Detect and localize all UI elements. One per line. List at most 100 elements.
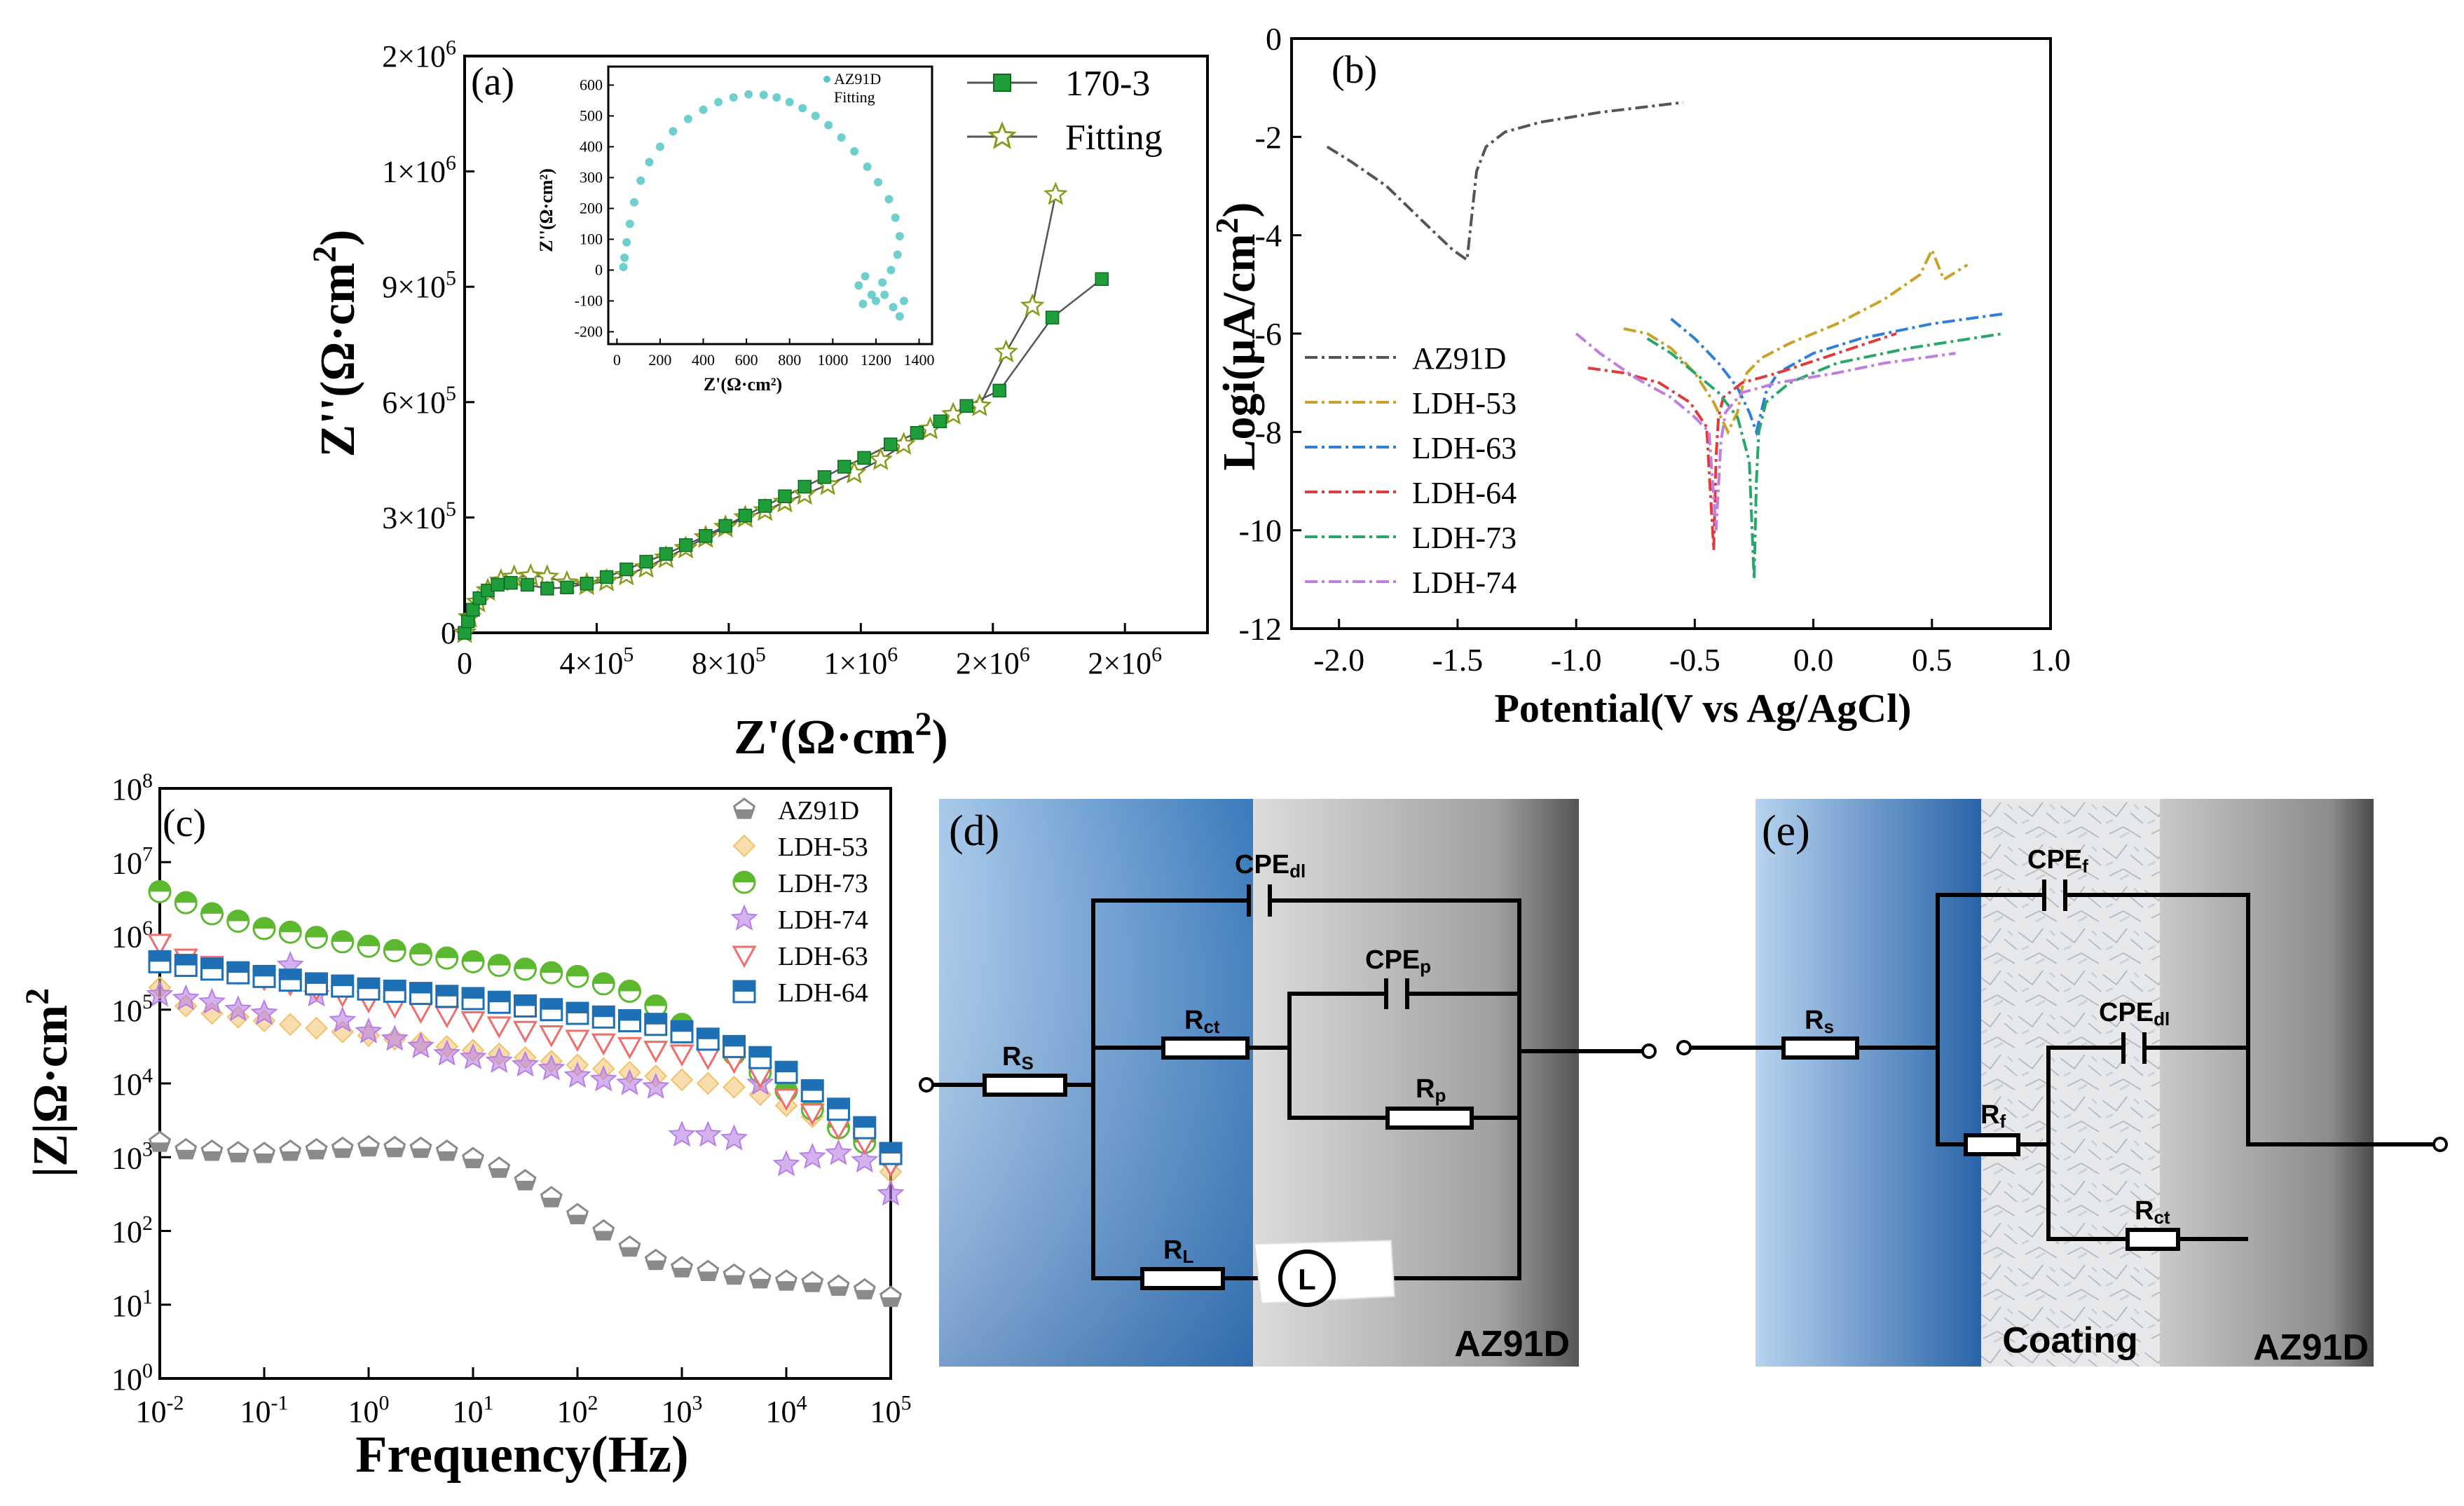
inductor-l-d bbox=[1278, 1250, 1336, 1307]
x-tick-label: 4×105 bbox=[560, 643, 634, 680]
point-LDH-74 bbox=[406, 1032, 435, 1058]
terminal-right-e bbox=[2432, 1137, 2448, 1152]
inset-y-tick-label: -200 bbox=[575, 322, 603, 340]
y-tick-label: 0 bbox=[441, 616, 456, 650]
panel-b-series bbox=[1326, 101, 2004, 580]
point-LDH-53 bbox=[723, 1075, 746, 1099]
fitting-point bbox=[1043, 182, 1068, 205]
inset-point bbox=[785, 97, 794, 107]
panel-a-frame bbox=[463, 55, 1209, 634]
x-tick-label: 103 bbox=[662, 1391, 703, 1429]
inset-point bbox=[895, 232, 904, 240]
legend-label-LDH-64: LDH-64 bbox=[1412, 476, 1517, 510]
y-tick-label: -10 bbox=[1239, 513, 1282, 549]
legend-label-LDH-73: LDH-73 bbox=[1412, 521, 1517, 555]
y-tick-label: 3×105 bbox=[382, 498, 456, 535]
resistor-rl-d bbox=[1140, 1267, 1225, 1290]
legend-marker-LDH-53 bbox=[732, 834, 756, 858]
inset-point bbox=[837, 133, 846, 142]
data-point-170-3 bbox=[458, 626, 472, 640]
y-tick-label: 101 bbox=[111, 1285, 153, 1323]
panel-e-label: (e) bbox=[1762, 807, 1810, 855]
solution-region-e bbox=[1755, 799, 1981, 1367]
y-tick-label: 6×105 bbox=[382, 382, 456, 420]
inset-point bbox=[889, 303, 898, 312]
x-tick-label: 1.0 bbox=[2030, 642, 2071, 678]
point-LDH-74 bbox=[851, 1146, 879, 1173]
point-LDH-74 bbox=[824, 1139, 853, 1165]
inset-y-tick-label: 0 bbox=[595, 261, 603, 278]
legend-label-LDH-63: LDH-63 bbox=[778, 942, 868, 971]
fitting-point bbox=[868, 446, 893, 470]
point-LDH-74 bbox=[563, 1061, 591, 1088]
cpe-f-label-e: CPEf bbox=[2027, 845, 2088, 877]
substrate-label-d: AZ91D bbox=[1454, 1324, 1570, 1364]
point-LDH-74 bbox=[720, 1124, 748, 1151]
point-LDH-74 bbox=[877, 1179, 905, 1206]
resistor-rs-d bbox=[983, 1074, 1067, 1097]
legend-label-fitting: Fitting bbox=[1065, 118, 1163, 158]
inset-point bbox=[863, 163, 872, 171]
data-point-170-3 bbox=[738, 508, 753, 523]
x-tick-label: 105 bbox=[870, 1391, 912, 1429]
inset-point bbox=[655, 142, 664, 151]
data-point-170-3 bbox=[992, 383, 1006, 398]
y-tick-label: 1×106 bbox=[382, 151, 456, 189]
x-tick-label: -0.5 bbox=[1669, 642, 1720, 678]
point-LDH-74 bbox=[224, 995, 252, 1022]
x-tick-label: 0 bbox=[457, 646, 472, 680]
point-LDH-63 bbox=[774, 1088, 799, 1111]
inset-point bbox=[861, 272, 870, 281]
point-LDH-53 bbox=[305, 1016, 328, 1040]
point-LDH-53 bbox=[670, 1068, 694, 1092]
data-point-170-3 bbox=[798, 479, 812, 494]
point-LDH-74 bbox=[694, 1121, 722, 1147]
rs-label-e: Rs bbox=[1805, 1006, 1834, 1037]
y-tick-label: -6 bbox=[1255, 316, 1282, 352]
inset-y-tick-label: -100 bbox=[575, 292, 603, 309]
panel-c-legend: AZ91D LDH-53 LDH-73 LDH-74 LDH-63 LDH-64 bbox=[730, 796, 868, 1008]
data-point-170-3 bbox=[910, 425, 924, 440]
inset-x-tick-label: 800 bbox=[778, 351, 801, 369]
point-LDH-63 bbox=[591, 1033, 616, 1056]
inset-point bbox=[811, 111, 820, 121]
data-point-170-3 bbox=[504, 575, 518, 590]
inset-point bbox=[893, 250, 902, 259]
inset-y-tick-label: 500 bbox=[580, 107, 603, 124]
panel-b-frame bbox=[1290, 37, 2052, 630]
x-tick-label: 102 bbox=[557, 1391, 598, 1429]
point-LDH-74 bbox=[798, 1142, 826, 1169]
inset-point bbox=[854, 281, 863, 290]
panel-c-series bbox=[146, 879, 905, 1307]
polarization-curve-LDH-53 bbox=[1623, 246, 1969, 435]
inset-point bbox=[636, 176, 645, 185]
inset-point bbox=[878, 278, 887, 287]
panel-c-xlabel: Frequency(Hz) bbox=[355, 1426, 688, 1484]
legend-label-LDH-63: LDH-63 bbox=[1412, 431, 1517, 465]
panel-a-series bbox=[452, 182, 1109, 643]
point-LDH-74 bbox=[146, 980, 174, 1007]
rf-label-e: Rf bbox=[1980, 1100, 2006, 1132]
data-point-170-3 bbox=[620, 562, 634, 577]
point-LDH-63 bbox=[486, 1016, 512, 1039]
panel-c: (c) 10-2 10-1 100 101 102 103 104 1051001011021… bbox=[19, 769, 911, 1484]
panel-a-legend: 170-3 Fitting bbox=[967, 64, 1163, 158]
circuit-e-wires bbox=[1689, 879, 2435, 1241]
panel-b: (b) -2.0 -1.5 -1.0 -0.5 0.0 0.5 1.0 0 -2 -4 -6 -8 -1… bbox=[1209, 21, 2071, 731]
legend-marker-LDH-74 bbox=[730, 904, 758, 931]
legend-label-AZ91D: AZ91D bbox=[1412, 341, 1506, 376]
x-tick-label: 100 bbox=[348, 1391, 390, 1429]
resistor-rs-e bbox=[1781, 1036, 1859, 1060]
point-LDH-63 bbox=[695, 1048, 720, 1071]
resistor-rf-e bbox=[1964, 1133, 2020, 1156]
panel-c-ticks: 10-2 10-1 100 101 102 103 104 105 100 101 102 103 10… bbox=[111, 769, 911, 1429]
point-LDH-53 bbox=[278, 1013, 302, 1036]
point-LDH-63 bbox=[669, 1044, 694, 1067]
inset-point bbox=[645, 158, 654, 167]
substrate-label-e: AZ91D bbox=[2253, 1327, 2369, 1368]
panel-a: (a) 0 4×105 8×105 1×106 2×106 2×106 0 3×105 6×10… bbox=[306, 36, 1209, 765]
fitting-point bbox=[1020, 293, 1045, 317]
inset-point bbox=[714, 97, 723, 107]
point-LDH-74 bbox=[198, 987, 226, 1014]
